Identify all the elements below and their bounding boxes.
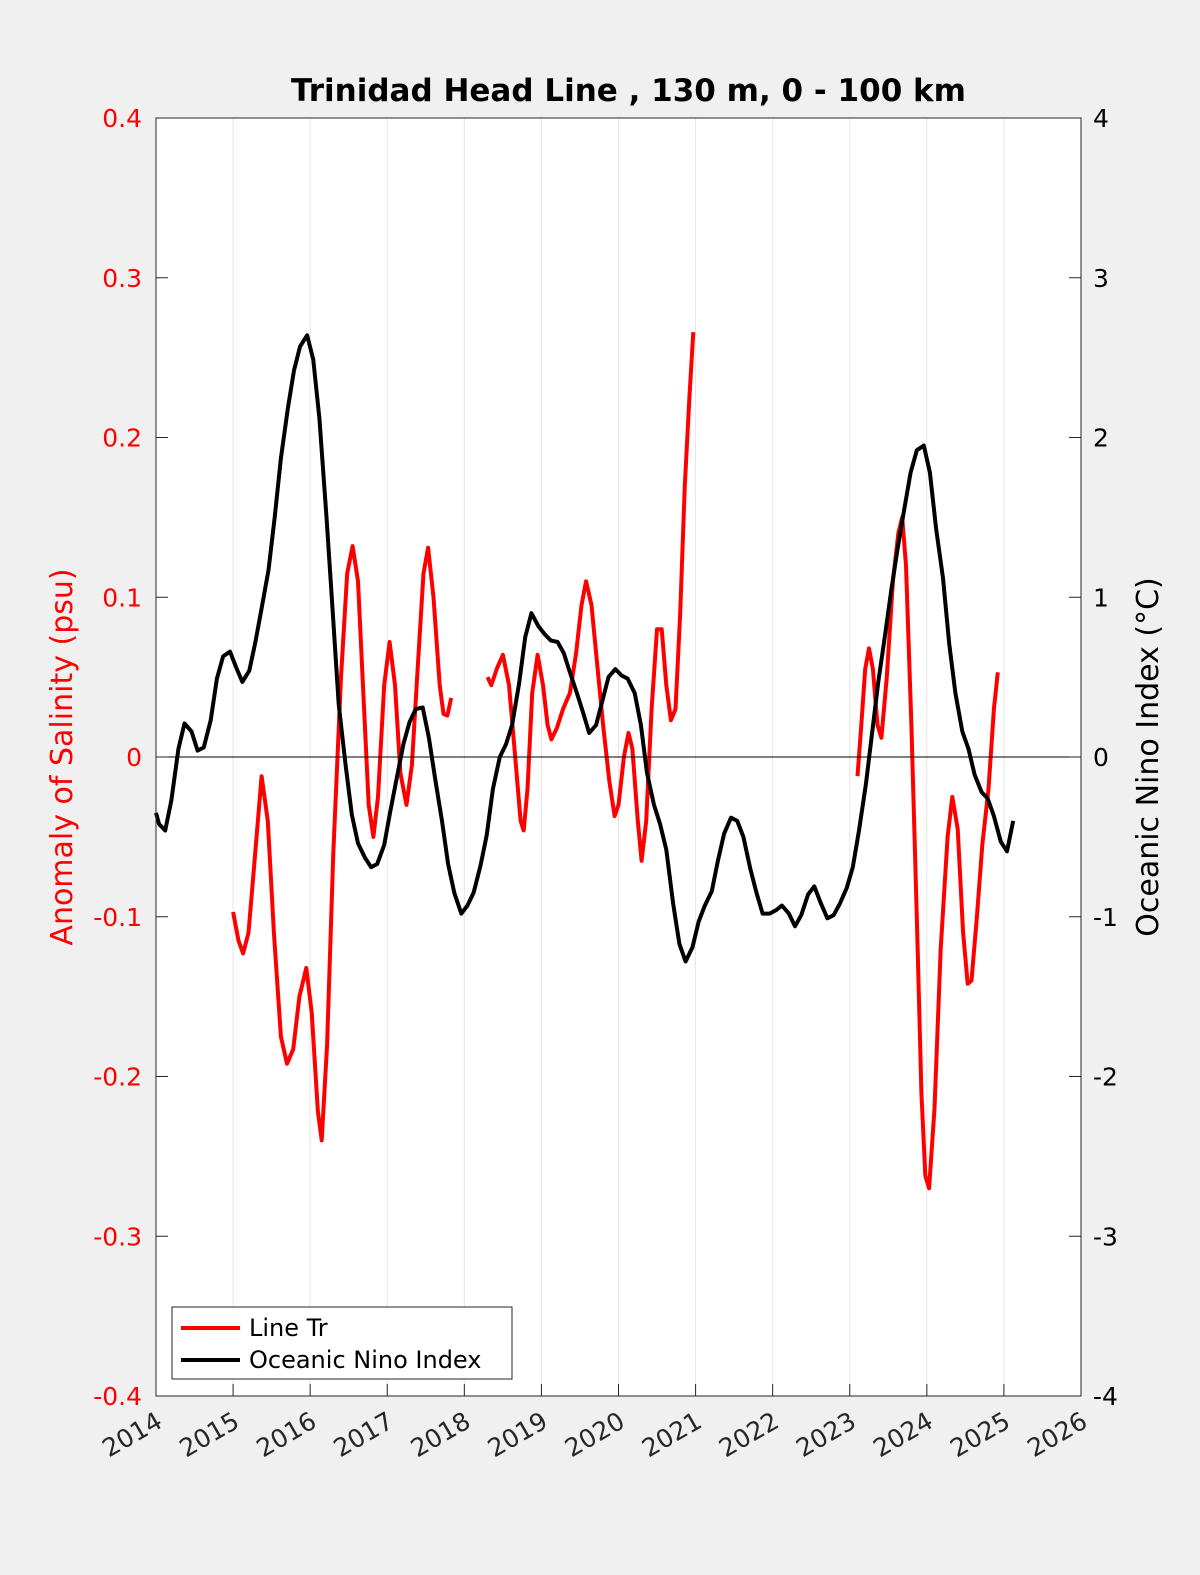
left-tick-label: 0.3 [102,264,142,293]
right-tick-label: 3 [1093,264,1109,293]
left-axis-label: Anomaly of Salinity (psu) [45,568,80,945]
left-tick-label: -0.2 [93,1063,142,1092]
right-axis-label: Oceanic Nino Index (°C) [1131,577,1166,937]
left-tick-label: -0.3 [93,1222,142,1251]
series-lines [154,331,1016,1191]
legend-label-line-tr: Line Tr [249,1314,328,1342]
right-tick-label: 2 [1093,424,1109,453]
legend-label-oni: Oceanic Nino Index [249,1346,481,1374]
salinity-line-segment-0 [231,544,454,1143]
chart-title: Trinidad Head Line , 130 m, 0 - 100 km [291,73,966,109]
left-tick-label: 0 [126,743,142,772]
left-tick-label: 0.4 [102,104,142,133]
right-tick-label: -2 [1093,1063,1118,1092]
left-tick-label: 0.2 [102,424,142,453]
legend: Line Tr Oceanic Nino Index [171,1306,513,1380]
right-tick-label: 4 [1093,104,1109,133]
salinity-line-segment-1 [485,331,696,863]
salinity-line-segment-2 [855,515,1000,1191]
oni-line-segment-0 [154,333,1016,964]
left-tick-label: -0.4 [93,1382,142,1411]
left-tick-label: 0.1 [102,583,142,612]
legend-box [171,1306,513,1380]
right-tick-label: -3 [1093,1222,1118,1251]
left-tick-label: -0.1 [93,903,142,932]
right-tick-label: 1 [1093,583,1109,612]
right-tick-label: -1 [1093,903,1118,932]
right-tick-label: -4 [1093,1382,1118,1411]
right-tick-label: 0 [1093,743,1109,772]
